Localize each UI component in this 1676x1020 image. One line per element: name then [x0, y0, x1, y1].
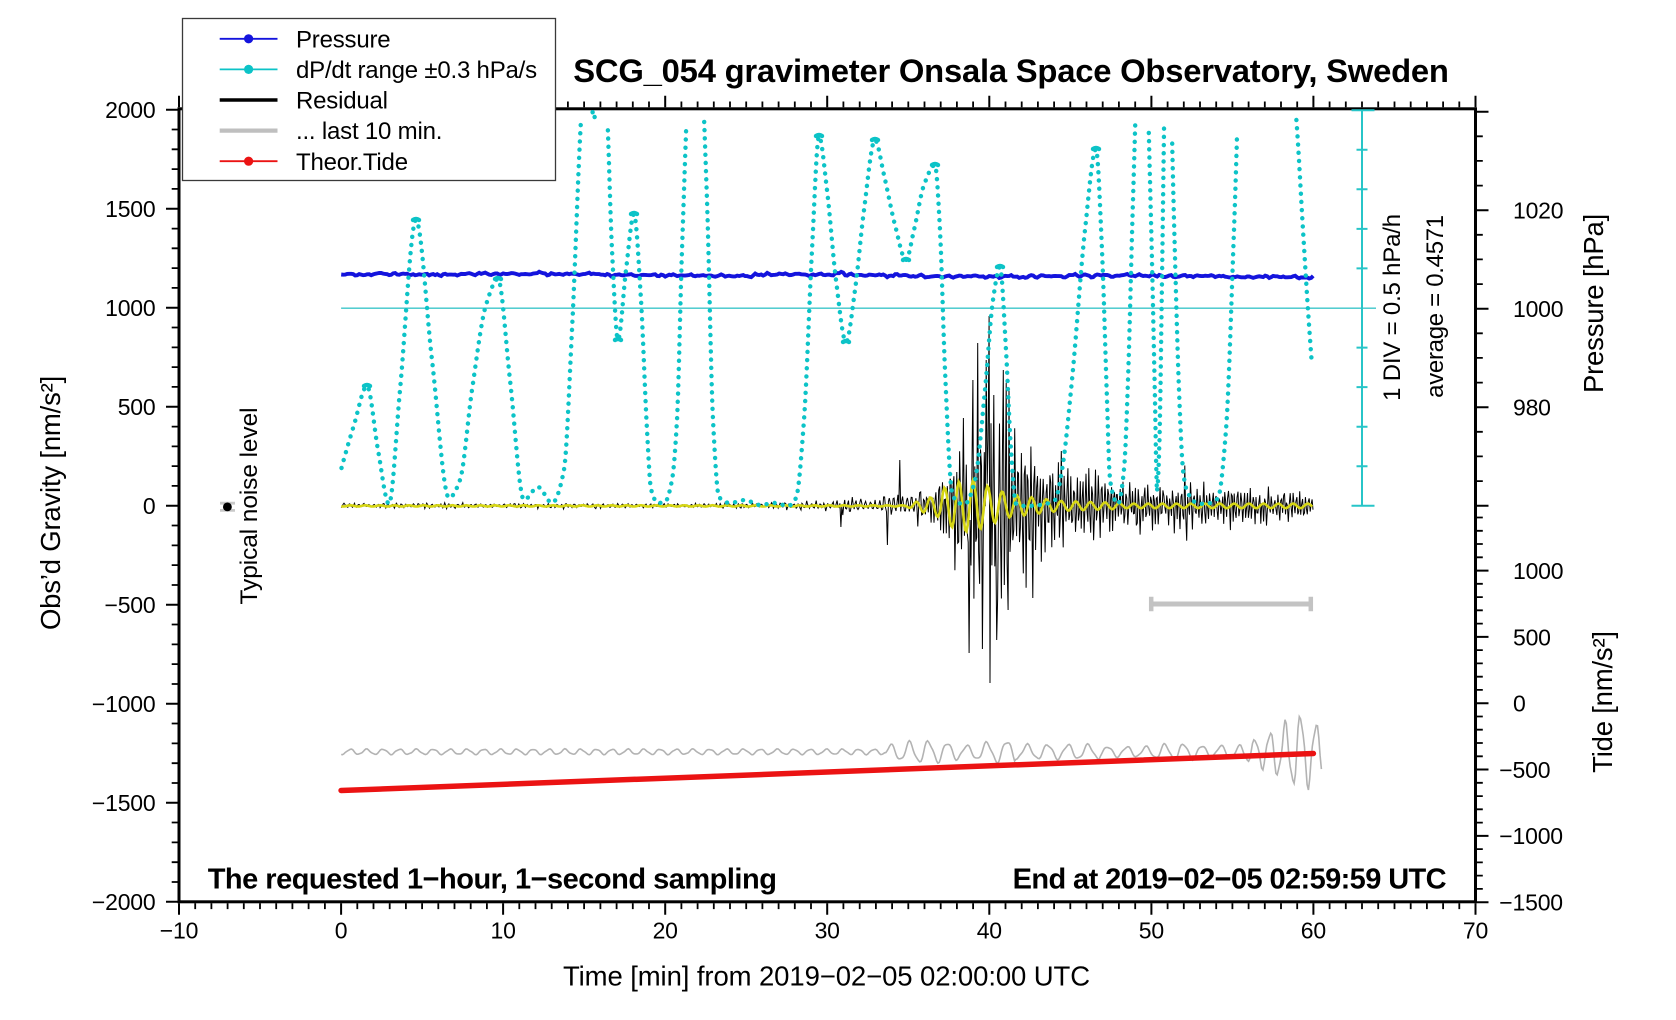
svg-text:−500: −500: [1499, 757, 1550, 783]
svg-text:1020: 1020: [1513, 198, 1563, 224]
svg-text:30: 30: [815, 918, 840, 944]
svg-text:1 DIV = 0.5 hPa/h: 1 DIV = 0.5 hPa/h: [1379, 214, 1406, 401]
svg-text:Pressure [hPa]: Pressure [hPa]: [1578, 214, 1609, 393]
svg-text:−1000: −1000: [92, 691, 156, 717]
svg-text:60: 60: [1301, 918, 1326, 944]
svg-text:Tide [nm/s²]: Tide [nm/s²]: [1587, 631, 1618, 773]
svg-text:20: 20: [653, 918, 678, 944]
svg-text:−10: −10: [160, 918, 198, 944]
svg-text:average = 0.4571: average = 0.4571: [1422, 215, 1449, 398]
svg-text:Typical noise level: Typical noise level: [236, 408, 263, 605]
svg-text:−1500: −1500: [1499, 890, 1563, 916]
svg-text:0: 0: [1513, 691, 1526, 717]
svg-text:dP/dt range ±0.3 hPa/s: dP/dt range ±0.3 hPa/s: [296, 57, 537, 84]
svg-text:SCG_054 gravimeter Onsala Spac: SCG_054 gravimeter Onsala Space Observat…: [573, 52, 1448, 89]
svg-text:980: 980: [1513, 395, 1551, 421]
svg-text:Obs’d Gravity [nm/s²]: Obs’d Gravity [nm/s²]: [35, 376, 66, 630]
svg-text:1000: 1000: [1513, 296, 1563, 322]
svg-text:0: 0: [143, 493, 156, 519]
svg-text:−1500: −1500: [92, 790, 156, 816]
svg-text:1000: 1000: [1513, 558, 1563, 584]
svg-text:1500: 1500: [105, 196, 155, 222]
svg-text:Time [min] from 2019−02−05 02:: Time [min] from 2019−02−05 02:00:00 UTC: [563, 961, 1090, 992]
svg-text:Theor.Tide: Theor.Tide: [296, 149, 408, 176]
svg-text:50: 50: [1139, 918, 1164, 944]
svg-text:10: 10: [491, 918, 516, 944]
svg-text:−2000: −2000: [92, 889, 156, 915]
svg-text:End at 2019−02−05 02:59:59 UTC: End at 2019−02−05 02:59:59 UTC: [1013, 864, 1447, 896]
svg-text:2000: 2000: [105, 97, 155, 123]
svg-text:Residual: Residual: [296, 88, 388, 115]
svg-text:... last 10 min.: ... last 10 min.: [296, 118, 442, 145]
svg-text:−1000: −1000: [1499, 823, 1563, 849]
svg-text:1000: 1000: [105, 295, 155, 321]
svg-text:500: 500: [118, 394, 156, 420]
svg-text:The requested 1−hour, 1−second: The requested 1−hour, 1−second sampling: [208, 864, 777, 896]
svg-text:40: 40: [977, 918, 1002, 944]
svg-text:−500: −500: [104, 592, 155, 618]
svg-text:500: 500: [1513, 624, 1551, 650]
svg-text:0: 0: [335, 918, 348, 944]
svg-text:70: 70: [1463, 918, 1488, 944]
svg-text:Pressure: Pressure: [296, 26, 390, 53]
